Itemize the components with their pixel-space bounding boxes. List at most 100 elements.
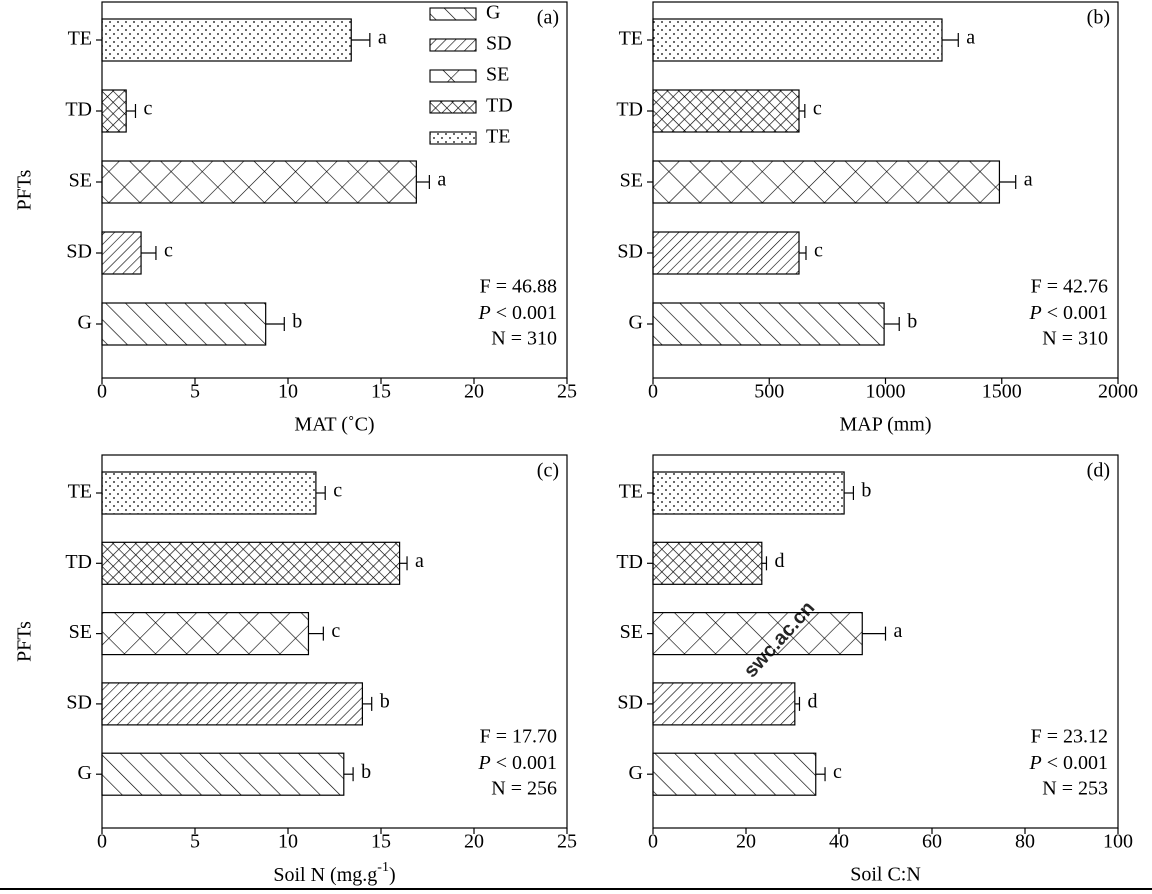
- bar: [101, 752, 345, 796]
- stat-p-symbol: P: [1029, 302, 1042, 324]
- bar: [652, 18, 943, 62]
- y-tick-label: SE: [620, 170, 643, 192]
- x-tick-label: 5: [190, 831, 200, 853]
- y-tick-label: SD: [617, 691, 643, 713]
- legend-swatch: [429, 69, 477, 83]
- y-tick-label: G: [78, 762, 92, 784]
- bar: [652, 682, 796, 726]
- error-bar: [999, 175, 1017, 189]
- stat-f: F = 23.12: [1031, 726, 1108, 748]
- x-tick-label: 40: [829, 831, 849, 853]
- bar: [101, 471, 317, 515]
- stat-p-text: < 0.001: [491, 302, 557, 324]
- legend-swatch: [429, 38, 477, 52]
- significance-letter: a: [966, 27, 975, 49]
- significance-letter: b: [907, 311, 917, 333]
- bar: [652, 160, 1001, 204]
- y-tick-label: SD: [617, 241, 643, 263]
- x-tick-label: 0: [97, 831, 107, 853]
- error-bar: [126, 104, 137, 118]
- bar: [101, 231, 142, 275]
- error-bar: [799, 246, 807, 260]
- significance-letter: c: [814, 240, 823, 262]
- legend-label: SD: [486, 33, 512, 55]
- bar: [101, 160, 417, 204]
- legend-swatch: [429, 131, 477, 145]
- x-tick-label: 100: [1103, 831, 1133, 853]
- error-bar: [815, 767, 826, 782]
- stat-p: P < 0.001: [1029, 752, 1109, 774]
- x-tick-label: 15: [371, 831, 391, 853]
- bar: [101, 682, 363, 726]
- y-tick-label: SE: [69, 621, 92, 643]
- error-bar: [799, 104, 806, 118]
- legend-swatch: [429, 100, 477, 114]
- bar: [101, 541, 401, 585]
- stat-p-text: < 0.001: [491, 752, 557, 774]
- bar: [652, 541, 763, 585]
- y-tick-label: TE: [68, 481, 92, 503]
- error-bar: [884, 317, 900, 331]
- y-tick-label: SD: [66, 241, 92, 263]
- significance-letter: c: [331, 620, 340, 642]
- y-tick-label: G: [629, 312, 643, 334]
- stat-n: N = 256: [491, 778, 557, 800]
- error-bar: [315, 486, 326, 500]
- bar: [652, 611, 863, 656]
- significance-letter: b: [292, 311, 302, 333]
- error-bar: [265, 317, 285, 331]
- stat-p: P < 0.001: [478, 302, 558, 324]
- legend-label: SE: [486, 64, 509, 86]
- x-tick-label: 10: [278, 381, 298, 403]
- y-tick-label: TD: [65, 551, 92, 573]
- bar: [101, 18, 352, 62]
- y-tick-label: TE: [619, 28, 643, 50]
- error-bar: [308, 626, 324, 641]
- x-axis-label-text: Soil N (mg.g: [273, 864, 377, 886]
- error-bar: [141, 246, 157, 260]
- error-bar: [416, 175, 430, 189]
- y-tick-label: TD: [616, 551, 643, 573]
- x-axis-label: MAP (mm): [839, 414, 931, 436]
- significance-letter: a: [415, 550, 424, 572]
- error-bar: [862, 626, 887, 641]
- error-bar: [844, 486, 855, 500]
- x-axis-label: Soil N (mg.g-1): [273, 860, 395, 885]
- significance-letter: d: [807, 690, 817, 712]
- significance-letter: b: [861, 480, 871, 502]
- stat-n: N = 310: [1042, 328, 1108, 350]
- bar: [652, 302, 885, 346]
- y-tick-label: TE: [619, 481, 643, 503]
- y-tick-label: TE: [68, 28, 92, 50]
- x-axis-label: MAT (˚C): [294, 414, 374, 436]
- significance-letter: b: [380, 690, 390, 712]
- x-tick-label: 0: [648, 831, 658, 853]
- x-tick-label: 15: [371, 381, 391, 403]
- stat-n: N = 253: [1042, 778, 1108, 800]
- significance-letter: c: [164, 240, 173, 262]
- stat-p: P < 0.001: [1029, 302, 1109, 324]
- error-bar: [794, 696, 801, 711]
- significance-letter: c: [143, 98, 152, 120]
- significance-letter: a: [437, 169, 446, 191]
- significance-letter: c: [813, 98, 822, 120]
- significance-letter: a: [894, 620, 903, 642]
- stat-p-text: < 0.001: [1042, 302, 1108, 324]
- x-tick-label: 0: [97, 381, 107, 403]
- significance-letter: a: [1024, 169, 1033, 191]
- significance-letter: b: [361, 761, 371, 783]
- error-bar: [351, 33, 371, 47]
- significance-letter: c: [333, 480, 342, 502]
- x-tick-label: 60: [922, 831, 942, 853]
- x-tick-label: 10: [278, 831, 298, 853]
- x-tick-label: 20: [464, 381, 484, 403]
- bar: [652, 231, 800, 275]
- panel-tag: (c): [537, 460, 559, 482]
- x-tick-label: 25: [557, 831, 577, 853]
- x-tick-label: 20: [736, 831, 756, 853]
- stat-p-symbol: P: [1029, 752, 1042, 774]
- x-tick-label: 5: [190, 381, 200, 403]
- stat-n: N = 310: [491, 328, 557, 350]
